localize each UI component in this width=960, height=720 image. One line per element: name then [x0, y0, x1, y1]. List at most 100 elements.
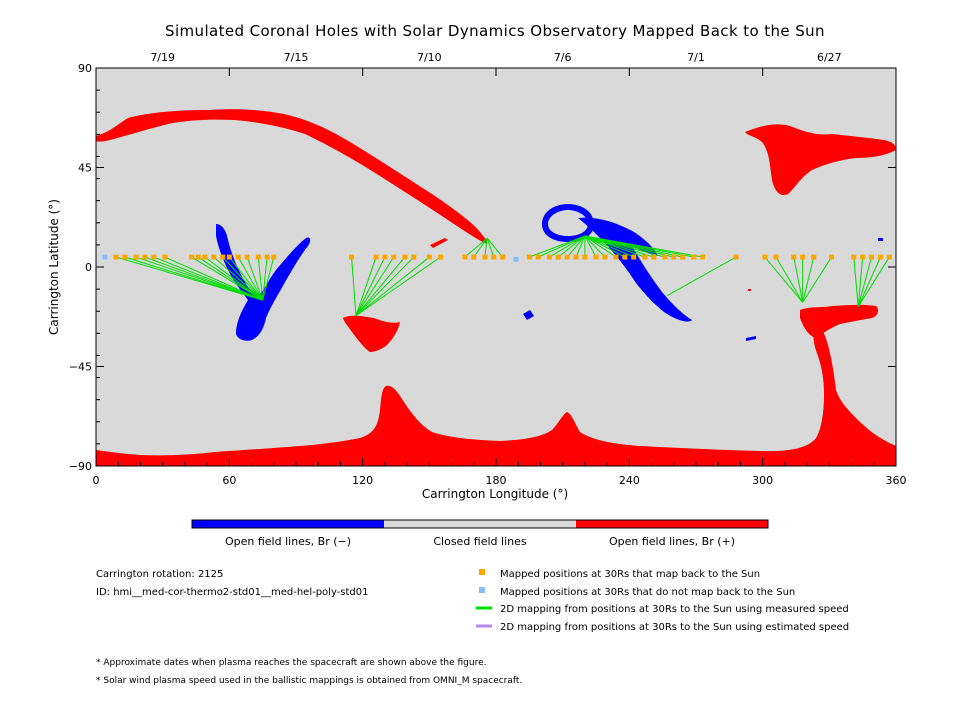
mapping-line	[464, 237, 488, 258]
mapped-point	[202, 254, 208, 260]
mapped-point	[851, 254, 857, 260]
date-label: 7/19	[150, 51, 175, 64]
mapped-point	[264, 254, 270, 260]
mapping-line	[355, 256, 406, 316]
mapping-line	[793, 256, 804, 303]
mapped-point	[860, 254, 866, 260]
colorbar-label-closed: Closed field lines	[433, 535, 527, 548]
mapped-point	[402, 254, 408, 260]
mapping-line	[557, 235, 586, 258]
mapping-lines	[115, 235, 890, 317]
mapped-point	[151, 254, 157, 260]
mapped-point	[235, 254, 241, 260]
red-southeast-patch	[800, 304, 879, 338]
legend: Mapped positions at 30Rs that map back t…	[476, 569, 849, 633]
colorbar-positive	[576, 520, 768, 528]
mapped-point	[411, 254, 417, 260]
mapping-line	[228, 256, 264, 301]
mapped-point	[700, 254, 706, 260]
mapping-line	[222, 256, 264, 301]
mapping-line	[584, 235, 617, 258]
red-northeast-region	[745, 124, 896, 196]
axes: 0 60 120 180 240 300 360 −90 −45 0 45 90 7/19 7/15 7/1…	[69, 51, 907, 487]
model-id-text: ID: hmi__med-cor-thermo2-std01__med-hel-…	[96, 587, 369, 598]
mapping-line	[857, 257, 864, 307]
mapped-point	[122, 254, 128, 260]
mapping-line	[584, 235, 634, 258]
colorbar-label-negative: Open field lines, Br (−)	[225, 535, 351, 548]
mapping-line	[197, 256, 263, 301]
mapping-line	[355, 256, 441, 317]
mapping-line	[355, 256, 395, 316]
mapping-line	[584, 235, 606, 258]
mapping-line	[486, 238, 495, 258]
x-tick-label: 120	[352, 474, 373, 487]
legend-unmapped-marker	[479, 587, 485, 593]
footnote-dates: * Approximate dates when plasma reaches …	[96, 658, 487, 668]
mapped-point	[631, 254, 637, 260]
mapping-line	[355, 256, 386, 316]
mapping-line	[135, 256, 263, 301]
blue-spot-3	[878, 238, 883, 241]
mapped-points	[102, 254, 892, 262]
y-axis-label: Carrington Latitude (°)	[47, 199, 61, 335]
mapped-point	[382, 254, 388, 260]
mapping-line	[246, 256, 264, 301]
y-tick-label: 90	[78, 62, 92, 75]
mapped-point	[142, 254, 148, 260]
mapping-line	[204, 256, 263, 301]
mapped-point	[829, 254, 835, 260]
mapping-line	[802, 256, 815, 303]
red-small-north	[430, 238, 448, 248]
mapped-point	[613, 254, 619, 260]
mapped-point	[255, 254, 261, 260]
mapped-point	[373, 254, 379, 260]
mapped-point	[886, 254, 892, 260]
colorbar-negative	[192, 520, 384, 528]
mapping-line	[351, 257, 357, 316]
mapping-line	[355, 256, 430, 317]
chart-title: Simulated Coronal Holes with Solar Dynam…	[165, 22, 825, 40]
mapped-point	[437, 254, 443, 260]
mapping-line	[538, 235, 586, 258]
mapping-line	[486, 237, 504, 258]
mapped-point	[555, 254, 561, 260]
legend-unmapped-label: Mapped positions at 30Rs that do not map…	[500, 587, 795, 598]
red-arc-north	[96, 109, 488, 244]
date-label: 7/1	[687, 51, 705, 64]
positive-open-field-regions	[96, 109, 896, 466]
mapped-point	[733, 254, 739, 260]
red-tiny-dot	[748, 289, 751, 291]
mapped-point	[491, 254, 497, 260]
mapped-point	[349, 254, 355, 260]
carrington-rotation-text: Carrington rotation: 2125	[96, 569, 223, 580]
unmapped-point	[102, 254, 108, 260]
red-south-polar-band	[96, 328, 896, 466]
legend-mapped-marker	[479, 569, 485, 575]
mapped-point	[800, 254, 806, 260]
mapping-line	[575, 235, 586, 258]
mapped-point	[195, 254, 201, 260]
x-axis-label: Carrington Longitude (°)	[422, 487, 568, 501]
mapping-line	[853, 257, 859, 307]
mapped-point	[244, 254, 250, 260]
mapped-point	[391, 254, 397, 260]
date-label: 7/15	[284, 51, 309, 64]
colorbar-frame	[191, 519, 769, 529]
mapping-line	[191, 256, 263, 301]
x-tick-label: 360	[886, 474, 907, 487]
mapped-point	[471, 254, 477, 260]
colorbar: Open field lines, Br (−) Closed field li…	[191, 519, 769, 548]
mapped-point	[564, 254, 570, 260]
mapped-point	[113, 254, 119, 260]
mapping-line	[355, 256, 377, 316]
mapping-line	[473, 237, 488, 258]
mapped-point	[791, 254, 797, 260]
mapping-line	[153, 256, 263, 301]
mapped-point	[271, 254, 277, 260]
mapping-line	[584, 235, 597, 258]
x-tick-label: 300	[752, 474, 773, 487]
mapped-point	[651, 254, 657, 260]
mapped-point	[162, 254, 168, 260]
mapping-line	[802, 256, 832, 303]
